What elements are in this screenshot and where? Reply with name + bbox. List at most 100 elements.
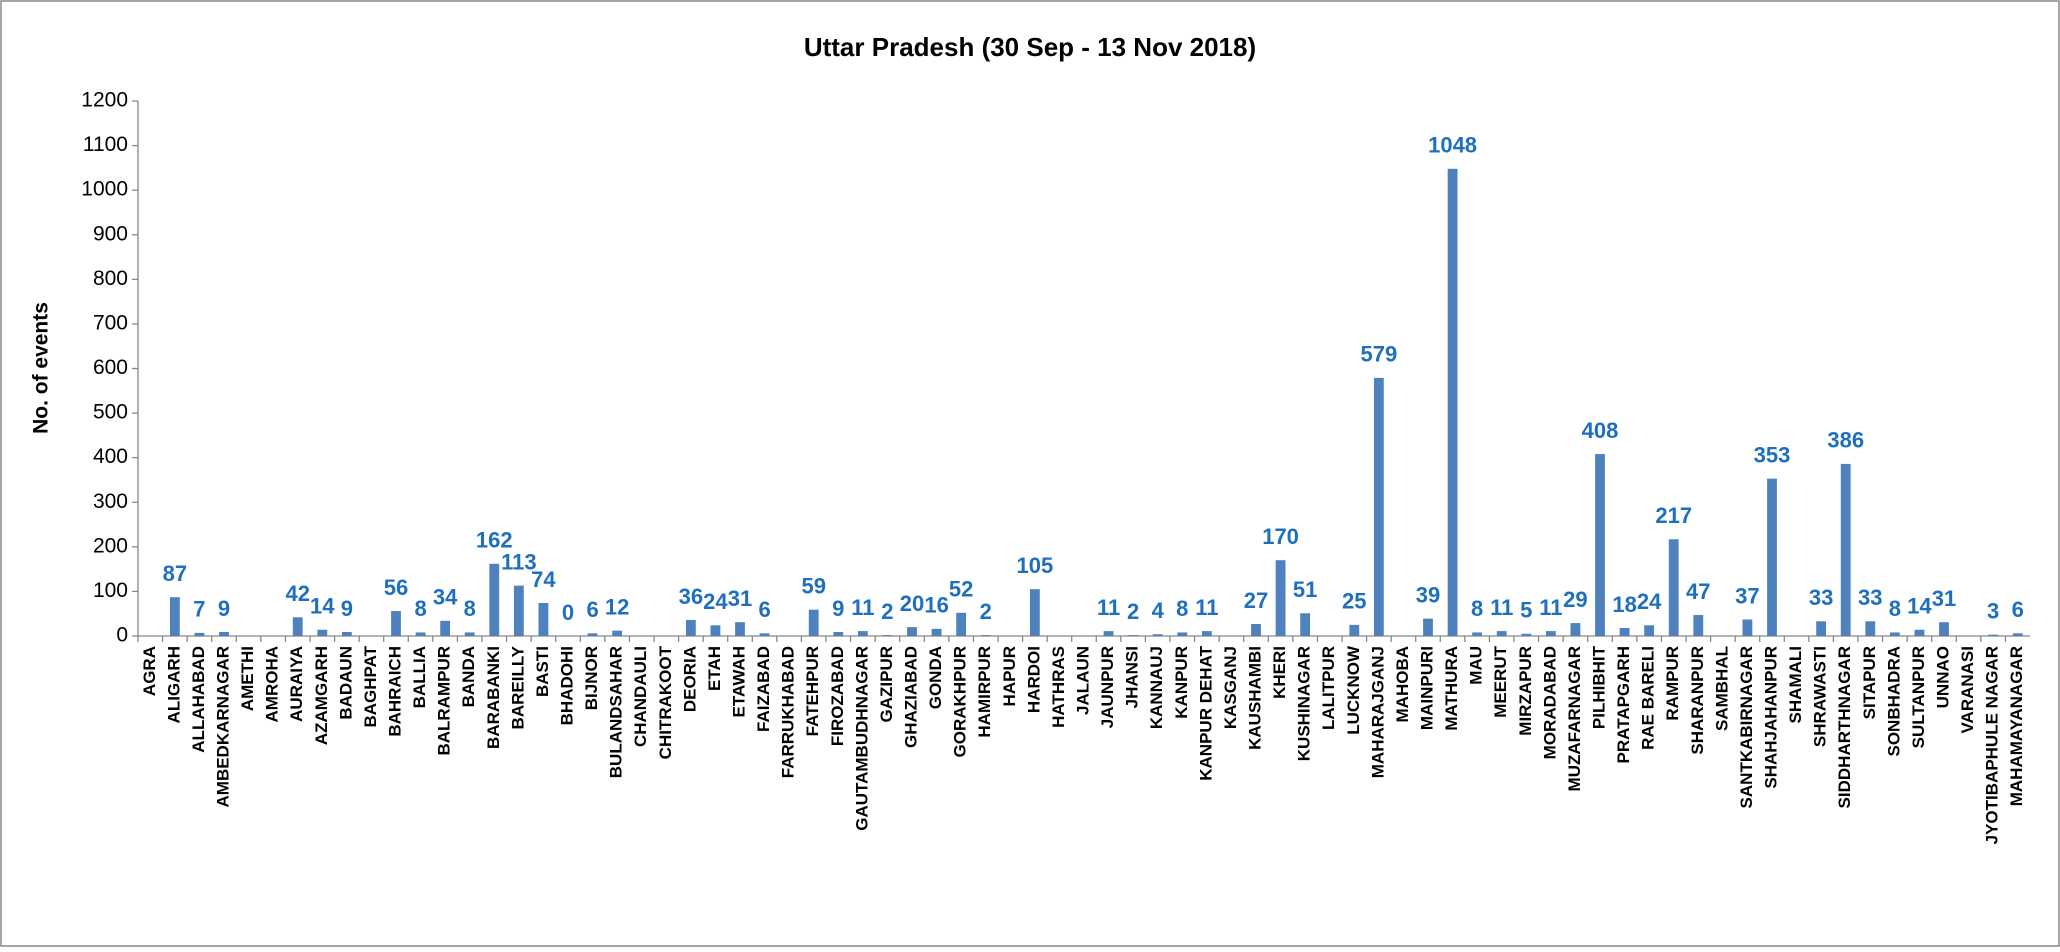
x-tick-label: FARRUKHABAD (779, 646, 798, 778)
value-label: 39 (1416, 582, 1440, 607)
x-tick-label: AURAIYA (287, 646, 306, 722)
bar (1865, 621, 1876, 636)
x-tick-label: RAMPUR (1663, 646, 1682, 721)
bar (759, 633, 770, 636)
value-label: 56 (384, 575, 408, 600)
bar (1472, 632, 1483, 636)
x-tick-label: KHERI (1270, 646, 1289, 699)
x-tick-label: FIROZABAD (828, 646, 847, 746)
value-label: 47 (1686, 579, 1710, 604)
value-label: 3 (1987, 598, 1999, 623)
x-tick-label: MAINPURI (1417, 646, 1436, 730)
x-tick-label: KANNAUJ (1147, 646, 1166, 729)
value-label: 7 (193, 597, 205, 622)
x-tick-label: SHARANPUR (1688, 646, 1707, 755)
x-tick-label: GHAZIABAD (901, 646, 920, 748)
x-tick-label: BANDA (459, 646, 478, 707)
value-label: 2 (1127, 599, 1139, 624)
value-label: 8 (464, 596, 476, 621)
bar (1595, 454, 1605, 636)
value-label: 11 (1195, 595, 1218, 620)
bar (980, 635, 991, 636)
x-tick-label: SAMBHAL (1712, 646, 1731, 731)
x-tick-label: BHADOHI (557, 646, 576, 725)
x-tick-label: FAIZABAD (754, 646, 773, 732)
bar (1914, 629, 1925, 636)
value-label: 20 (900, 591, 924, 616)
x-tick-label: JAUNPUR (1098, 646, 1117, 728)
y-tick-label: 900 (93, 222, 128, 245)
x-tick-label: BIJNOR (582, 646, 601, 710)
x-tick-label: ALLAHABAD (189, 646, 208, 753)
bar (1693, 615, 1704, 636)
bar (440, 620, 451, 636)
y-tick-label: 0 (116, 624, 128, 647)
x-tick-label: MORADABAD (1540, 646, 1559, 759)
value-label: 27 (1244, 588, 1268, 613)
bar (341, 631, 352, 636)
x-tick-label: GONDA (926, 646, 945, 709)
x-tick-label: MIRZAPUR (1516, 646, 1535, 736)
y-tick-label: 200 (93, 534, 128, 557)
x-tick-label: MAHARAJGANJ (1368, 646, 1387, 778)
value-label: 4 (1152, 598, 1165, 623)
value-label: 52 (949, 577, 973, 602)
x-tick-label: SHAHJAHANPUR (1761, 646, 1780, 789)
x-tick-label: MAU (1467, 646, 1486, 685)
bar (1521, 633, 1532, 636)
x-tick-label: FATEHPUR (803, 646, 822, 736)
y-tick-label: 800 (93, 267, 128, 290)
x-tick-label: DEORIA (680, 646, 699, 712)
bar (808, 609, 819, 636)
bar (956, 612, 967, 636)
x-tick-label: BULANDSAHAR (607, 646, 626, 778)
bar (1889, 632, 1900, 636)
bar (1570, 623, 1581, 636)
value-label: 37 (1735, 583, 1759, 608)
bar (1840, 463, 1851, 636)
x-tick-label: UNNAO (1933, 646, 1952, 708)
value-label: 9 (832, 596, 844, 621)
x-tick-label: BALLIA (410, 646, 429, 708)
x-tick-label: KUSHINAGAR (1295, 646, 1314, 761)
value-label: 24 (1637, 589, 1662, 614)
x-tick-label: AGRA (140, 646, 159, 696)
bar (1447, 168, 1458, 636)
x-tick-label: ETAH (705, 646, 724, 691)
value-label: 8 (1176, 596, 1188, 621)
value-label: 353 (1754, 442, 1791, 467)
y-tick-label: 1200 (81, 89, 128, 112)
value-label: 579 (1360, 342, 1397, 367)
value-label: 31 (728, 586, 752, 611)
value-label: 6 (758, 597, 770, 622)
bar (1545, 631, 1556, 636)
x-tick-label: SITAPUR (1860, 646, 1879, 719)
x-tick-label: AMETHI (238, 646, 257, 711)
x-tick-label: JYOTIBAPHULE NAGAR (1983, 646, 2002, 844)
y-tick-label: 600 (93, 356, 128, 379)
x-tick-label: GORAKHPUR (951, 646, 970, 757)
value-label: 33 (1858, 585, 1882, 610)
x-tick-label: ETAWAH (729, 646, 748, 717)
value-label: 42 (285, 581, 309, 606)
value-label: 11 (851, 595, 874, 620)
bar (538, 603, 549, 636)
x-tick-label: SIDDHARTHNAGAR (1835, 646, 1854, 808)
value-label: 24 (703, 589, 728, 614)
x-tick-label: MAHAMAYANAGAR (2007, 646, 2026, 806)
x-tick-label: AZAMGARH (312, 646, 331, 745)
value-label: 12 (605, 594, 629, 619)
x-tick-label: CHITRAKOOT (656, 645, 675, 759)
value-label: 33 (1809, 585, 1833, 610)
bar (1619, 627, 1630, 636)
y-tick-label: 700 (93, 311, 128, 334)
bar (1201, 631, 1212, 636)
value-label: 11 (1097, 595, 1120, 620)
x-tick-label: HARDOI (1024, 646, 1043, 713)
value-label: 34 (433, 585, 458, 610)
bar (833, 631, 844, 636)
bar (1644, 625, 1655, 636)
bar (2012, 633, 2023, 636)
bar (612, 630, 623, 636)
